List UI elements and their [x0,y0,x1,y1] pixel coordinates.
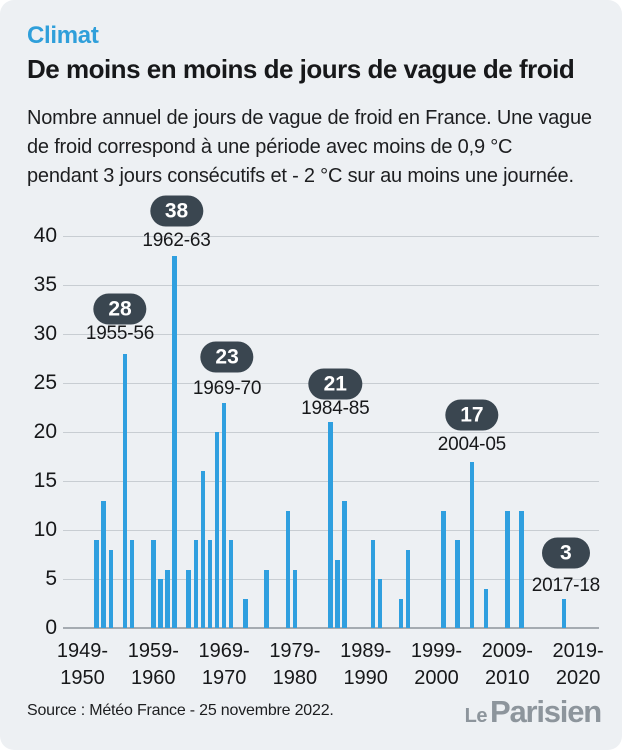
leparisien-logo: Le Parisien [464,694,603,730]
bar-1968-69 [214,432,220,629]
x-axis-label-1979: 1979- 1980 [269,640,321,689]
y-axis-label-30: 30 [33,322,57,346]
y-axis-label-10: 10 [33,518,57,542]
y-axis-label-20: 20 [33,420,57,444]
annotation-season-1955-56: 1955-56 [85,323,155,344]
annotation-badge-1969-70: 23 [200,341,254,373]
gridline-40 [63,236,599,238]
bar-1953-54 [108,549,114,629]
bar-1965-66 [193,540,199,629]
bar-1975-76 [264,569,269,629]
bar-2002-03 [455,540,460,629]
bar-1955-56 [122,353,128,629]
y-axis-label-0: 0 [45,616,57,640]
y-axis-label-25: 25 [33,371,57,395]
chart-description: Nombre annuel de jours de vague de froid… [27,107,592,187]
annotation-season-2004-05: 2004-05 [437,434,507,455]
bar-1970-71 [228,540,234,629]
bar-2009-10 [505,510,510,629]
bar-2011-12 [519,510,524,629]
y-axis-label-35: 35 [33,273,57,297]
x-axis-line [63,627,599,630]
bar-1994-95 [398,598,404,629]
bar-1985-86 [335,559,340,629]
y-axis-label-15: 15 [33,469,57,493]
bar-2006-07 [483,589,489,629]
y-axis-label-40: 40 [33,224,57,248]
bar-1959-60 [151,540,156,629]
gridline-35 [63,285,599,287]
bar-1979-80 [292,569,298,629]
bar-2004-05 [469,461,475,629]
bar-1991-92 [377,579,383,629]
bar-1966-67 [200,471,206,629]
logo-parisien: Parisien [489,694,602,729]
annotation-badge-1984-85: 21 [308,368,362,400]
bar-1995-96 [405,549,411,629]
bar-1961-62 [165,569,170,629]
x-axis-label-1959: 1959- 1960 [127,640,179,689]
annotation-badge-2017-18: 3 [541,537,590,569]
bar-2000-01 [441,510,446,629]
x-axis-label-1949: 1949- 1950 [56,640,109,689]
bar-1967-68 [207,540,213,629]
annotation-season-1962-63: 1962-63 [142,230,211,251]
annotation-badge-2004-05: 17 [445,399,499,431]
annotation-badge-1962-63: 38 [149,195,204,227]
x-axis-label-2019: 2019- 2020 [552,640,604,689]
bar-1972-73 [243,598,248,629]
annotation-badge-1955-56: 28 [93,293,147,325]
page-title: De moins en moins de jours de vague de f… [27,54,575,84]
x-axis-label-2009: 2009- 2010 [481,640,533,689]
bar-1960-61 [158,579,163,629]
logo-le: Le [464,705,488,727]
bar-1969-70 [221,402,227,629]
bar-1964-65 [186,569,191,629]
bar-1978-79 [285,510,291,629]
annotation-season-1969-70: 1969-70 [192,378,262,399]
x-axis-label-1999: 1999- 2000 [410,640,463,689]
bar-1962-63 [172,255,177,629]
bar-1984-85 [328,422,333,629]
annotation-season-2017-18: 2017-18 [531,575,601,596]
kicker: Climat [27,22,99,49]
bar-1952-53 [101,500,106,629]
bar-1990-91 [370,540,376,629]
bar-1956-57 [129,540,135,629]
bar-2017-18 [561,598,567,629]
x-axis-label-1969: 1969- 1970 [198,640,250,689]
y-axis-label-5: 5 [45,567,57,591]
gridline-30 [63,334,599,336]
bar-1986-87 [342,500,347,629]
bar-1951-52 [94,540,99,629]
x-axis-label-1989: 1989- 1990 [340,640,392,689]
annotation-season-1984-85: 1984-85 [301,398,370,419]
source-note: Source : Météo France - 25 novembre 2022… [27,702,334,719]
